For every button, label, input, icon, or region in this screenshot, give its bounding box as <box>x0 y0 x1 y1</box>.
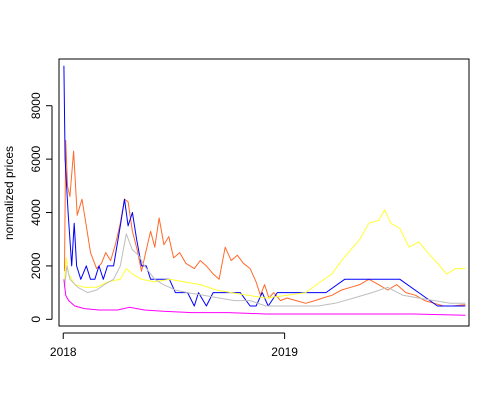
y-tick-label: 8000 <box>29 92 43 119</box>
y-tick-label: 4000 <box>29 199 43 226</box>
series-layer <box>63 65 466 316</box>
y-tick-label: 2000 <box>29 252 43 279</box>
series-line-5 <box>63 279 466 316</box>
series-line-4 <box>64 233 466 307</box>
y-tick-label: 0 <box>29 316 43 323</box>
x-axis: 2018 2019 <box>50 332 298 359</box>
plot-frame <box>58 58 470 327</box>
series-line-2 <box>63 65 466 307</box>
x-tick-label: 2018 <box>50 345 77 359</box>
y-axis: 0 2000 4000 6000 8000 <box>29 92 53 323</box>
x-tick-label: 2019 <box>271 345 298 359</box>
y-axis-label: normalized prices <box>2 146 16 240</box>
series-line-1 <box>64 139 466 307</box>
y-tick-label: 6000 <box>29 145 43 172</box>
